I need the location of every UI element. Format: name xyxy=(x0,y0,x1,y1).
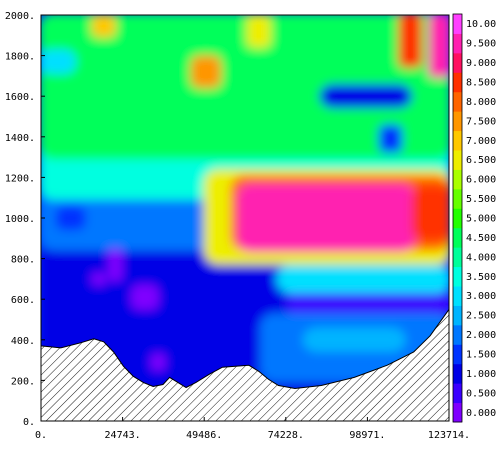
colorbar-label: 5.000 xyxy=(466,214,496,225)
contour-region-25 xyxy=(137,90,175,119)
x-tick-label: 0. xyxy=(35,430,47,441)
colorbar-swatch xyxy=(453,169,462,190)
colorbar-label: 9.000 xyxy=(466,58,496,69)
colorbar-swatch xyxy=(453,383,462,404)
contour-region-4 xyxy=(286,289,449,318)
colorbar-swatch xyxy=(453,72,462,93)
contour-region-20 xyxy=(428,15,449,78)
contour-region-7 xyxy=(302,327,406,352)
colorbar-label: 7.000 xyxy=(466,136,496,147)
colorbar-swatch xyxy=(453,33,462,54)
colorbar-swatch xyxy=(453,111,462,132)
colorbar-label: 1.500 xyxy=(466,350,496,361)
colorbar-label: 2.000 xyxy=(466,330,496,341)
colorbar-label: 7.500 xyxy=(466,116,496,127)
contour-features xyxy=(41,15,449,421)
contour-region-15 xyxy=(151,354,166,371)
colorbar-label: 6.500 xyxy=(466,155,496,166)
colorbar-label: 10.00 xyxy=(466,19,496,30)
terrain-mask xyxy=(40,307,450,422)
colorbar-swatch xyxy=(453,324,462,345)
contour-region-22 xyxy=(55,205,86,231)
colorbar-swatch xyxy=(453,286,462,306)
x-tick-label: 24743. xyxy=(105,430,141,441)
contour-region-24 xyxy=(41,49,76,74)
colorbar-label: 4.500 xyxy=(466,233,496,244)
y-tick-label: 600. xyxy=(11,295,35,306)
x-tick-label: 74228. xyxy=(268,430,304,441)
colorbar-swatch xyxy=(453,208,462,229)
contour-region-16 xyxy=(190,55,222,89)
contour-region-19 xyxy=(398,15,423,68)
y-tick-label: 1200. xyxy=(5,173,35,184)
colorbar-swatch xyxy=(453,247,462,268)
axes: 0. 24743. 49486. 74228. 98971. 123714. 0. 200. 4… xyxy=(5,11,470,441)
y-tick-label: 1000. xyxy=(5,214,35,225)
y-tick-label: 200. xyxy=(11,376,35,387)
y-tick-label: 2000. xyxy=(5,11,35,22)
y-tick-label: 1800. xyxy=(5,52,35,63)
contour-region-12 xyxy=(131,285,159,310)
terrain-ground xyxy=(40,307,450,422)
colorbar-swatch xyxy=(453,266,462,287)
colorbar-label: 4.000 xyxy=(466,252,496,263)
colorbar-label: 1.000 xyxy=(466,369,496,380)
y-tick-label: 800. xyxy=(11,255,35,266)
colorbar-swatch xyxy=(453,363,462,384)
colorbar-swatch xyxy=(453,130,462,151)
colorbar-swatch xyxy=(453,227,462,248)
colorbar-swatch xyxy=(453,188,462,209)
y-tick-label: 400. xyxy=(11,336,35,347)
contour-region-21 xyxy=(319,84,413,109)
colorbar: 0.000 0.500 1.000 1.500 2.000 2.500 3.000 3.500… xyxy=(452,13,496,423)
colorbar-label: 3.500 xyxy=(466,272,496,283)
colorbar-label: 0.500 xyxy=(466,388,496,399)
colorbar-label: 5.500 xyxy=(466,194,496,205)
colorbar-label: 0.000 xyxy=(466,408,496,419)
y-tick-label: 1400. xyxy=(5,133,35,144)
x-tick-label: 98971. xyxy=(349,430,385,441)
colorbar-label: 2.500 xyxy=(466,311,496,322)
contour-region-5 xyxy=(276,264,449,294)
colorbar-label: 3.000 xyxy=(466,291,496,302)
colorbar-swatch xyxy=(453,344,462,365)
y-tick-label: 0. xyxy=(23,417,35,428)
colorbar-swatch xyxy=(453,52,462,73)
colorbar-swatch xyxy=(453,14,462,34)
contour-region-18 xyxy=(246,15,271,48)
contour-region-14 xyxy=(108,248,123,281)
y-tick-label: 1600. xyxy=(5,92,35,103)
contour-region-10 xyxy=(236,183,416,253)
colorbar-swatch xyxy=(453,305,462,326)
colorbar-label: 6.000 xyxy=(466,175,496,186)
contour-region-17 xyxy=(91,15,116,38)
contour-region-23 xyxy=(378,124,403,154)
colorbar-swatch xyxy=(453,91,462,112)
x-tick-label: 49486. xyxy=(186,430,222,441)
colorbar-label: 9.500 xyxy=(466,39,496,50)
colorbar-swatch xyxy=(453,150,462,170)
x-tick-label: 123714. xyxy=(428,430,470,441)
contour-region-11 xyxy=(411,185,449,241)
colorbar-label: 8.000 xyxy=(466,97,496,108)
contour-region-3 xyxy=(41,15,449,160)
plot-area xyxy=(41,15,449,421)
colorbar-label: 8.500 xyxy=(466,78,496,89)
colorbar-frame xyxy=(452,13,463,423)
contour-field xyxy=(41,15,449,421)
colorbar-swatch xyxy=(453,402,462,423)
contour-region-13 xyxy=(91,272,106,285)
